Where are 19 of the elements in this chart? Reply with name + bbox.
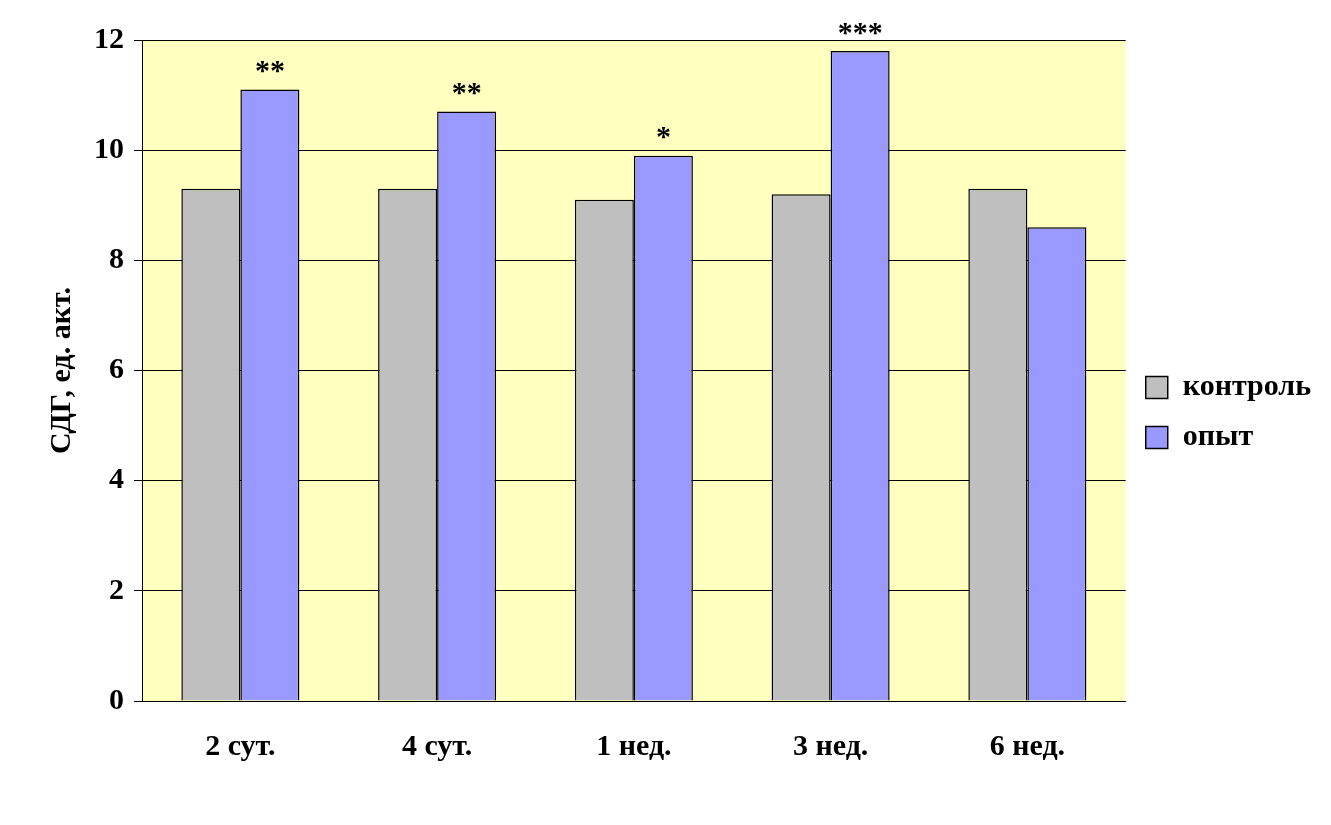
y-tick-label: 0 xyxy=(109,681,124,715)
annotation: *** xyxy=(837,14,883,48)
y-axis-title: СДГ, ед. акт. xyxy=(42,287,76,454)
y-tick-label: 12 xyxy=(94,20,124,54)
annotation: * xyxy=(655,119,671,153)
y-tick-label: 6 xyxy=(109,351,124,385)
x-tick-label: 6 нед. xyxy=(989,727,1066,761)
x-tick-label: 4 сут. xyxy=(401,727,473,761)
x-tick-label: 1 нед. xyxy=(596,727,672,761)
y-tick-label: 8 xyxy=(109,241,124,275)
y-tick-label: 2 xyxy=(109,571,124,605)
x-tick-label: 3 нед. xyxy=(792,727,869,761)
annotation: ** xyxy=(254,53,285,87)
legend-label: контроль xyxy=(1182,368,1312,402)
legend-label: опыт xyxy=(1182,418,1254,452)
annotation: ** xyxy=(451,75,482,109)
x-tick-label: 2 сут. xyxy=(205,727,276,761)
y-tick-label: 10 xyxy=(94,130,124,164)
y-tick-label: 4 xyxy=(109,461,124,495)
